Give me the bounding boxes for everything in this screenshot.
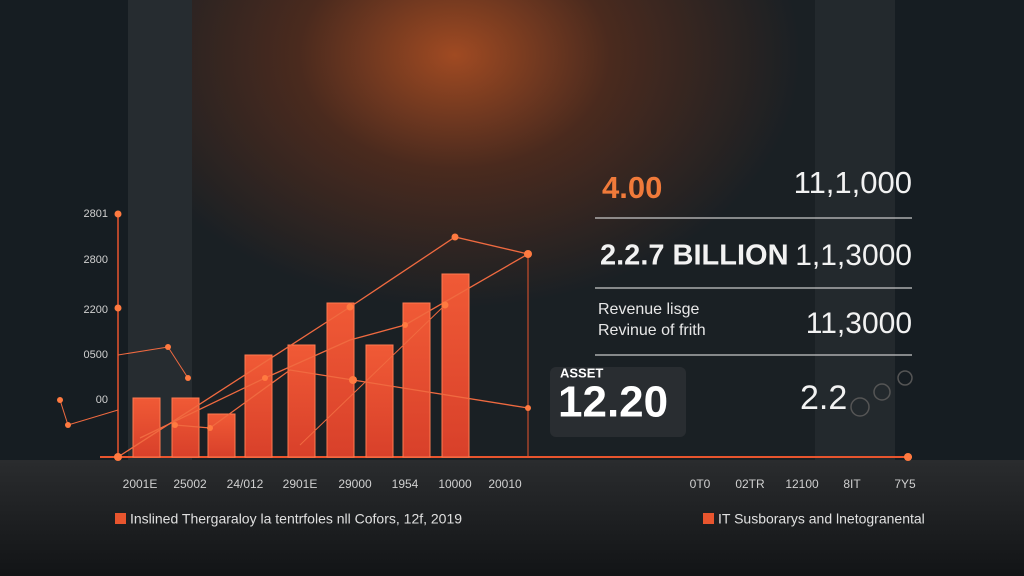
- x-axis-label: 10000: [438, 477, 472, 491]
- y-axis-label: 2801: [84, 208, 108, 220]
- panel-label: Revenue lisge: [598, 301, 700, 318]
- panel-dividers: [595, 217, 912, 356]
- asset-box: [550, 367, 686, 437]
- asset-label: ASSET: [560, 365, 603, 380]
- panel-value: 11,3000: [806, 307, 912, 340]
- legend-label: Inslined Thergaraloy la tentrfoles nll C…: [130, 511, 462, 527]
- y-axis-label: 0500: [84, 349, 108, 361]
- legend-label: IT Susborarys and lnetogranental: [718, 511, 925, 527]
- back-wall: [190, 0, 820, 460]
- panel-value: 2.2.7 BILLION: [600, 240, 789, 272]
- panel-value: 1,1,3000: [795, 239, 912, 272]
- x-axis-label: 2901E: [283, 477, 318, 491]
- x-axis-label: 1954: [392, 477, 419, 491]
- y-axis-label: 2200: [84, 304, 108, 316]
- legend-swatch: [703, 513, 714, 524]
- asset-value: 12.20: [558, 378, 668, 427]
- x-axis-label: 24/012: [227, 477, 264, 491]
- y-axis-label: 2800: [84, 254, 108, 266]
- floor: [0, 460, 1024, 576]
- x-axis-label: 8IT: [843, 477, 861, 491]
- panel-label: Revinue of frith: [598, 322, 706, 339]
- x-axis-label: 12100: [785, 477, 819, 491]
- panel-value: 11,1,000: [794, 165, 912, 200]
- y-axis-label: 00: [96, 394, 108, 406]
- x-axis-label: 0T0: [690, 477, 711, 491]
- x-axis-label: 20010: [488, 477, 522, 491]
- x-axis-label: 2001E: [123, 477, 158, 491]
- x-axis-label: 25002: [173, 477, 207, 491]
- panel-value: 2.2: [800, 379, 847, 417]
- x-axis-label: 02TR: [735, 477, 765, 491]
- left-pillar: [128, 0, 192, 460]
- panel-value: 4.00: [602, 170, 662, 205]
- gear-icons: [850, 370, 913, 417]
- chart-decoration: [57, 210, 912, 461]
- x-axis-label: 7Y5: [894, 477, 916, 491]
- x-axis-label: 29000: [338, 477, 372, 491]
- legend-swatch: [115, 513, 126, 524]
- texts: 4.00 11,1,000 2.2.7 BILLION 1,1,3000 Rev…: [115, 165, 925, 527]
